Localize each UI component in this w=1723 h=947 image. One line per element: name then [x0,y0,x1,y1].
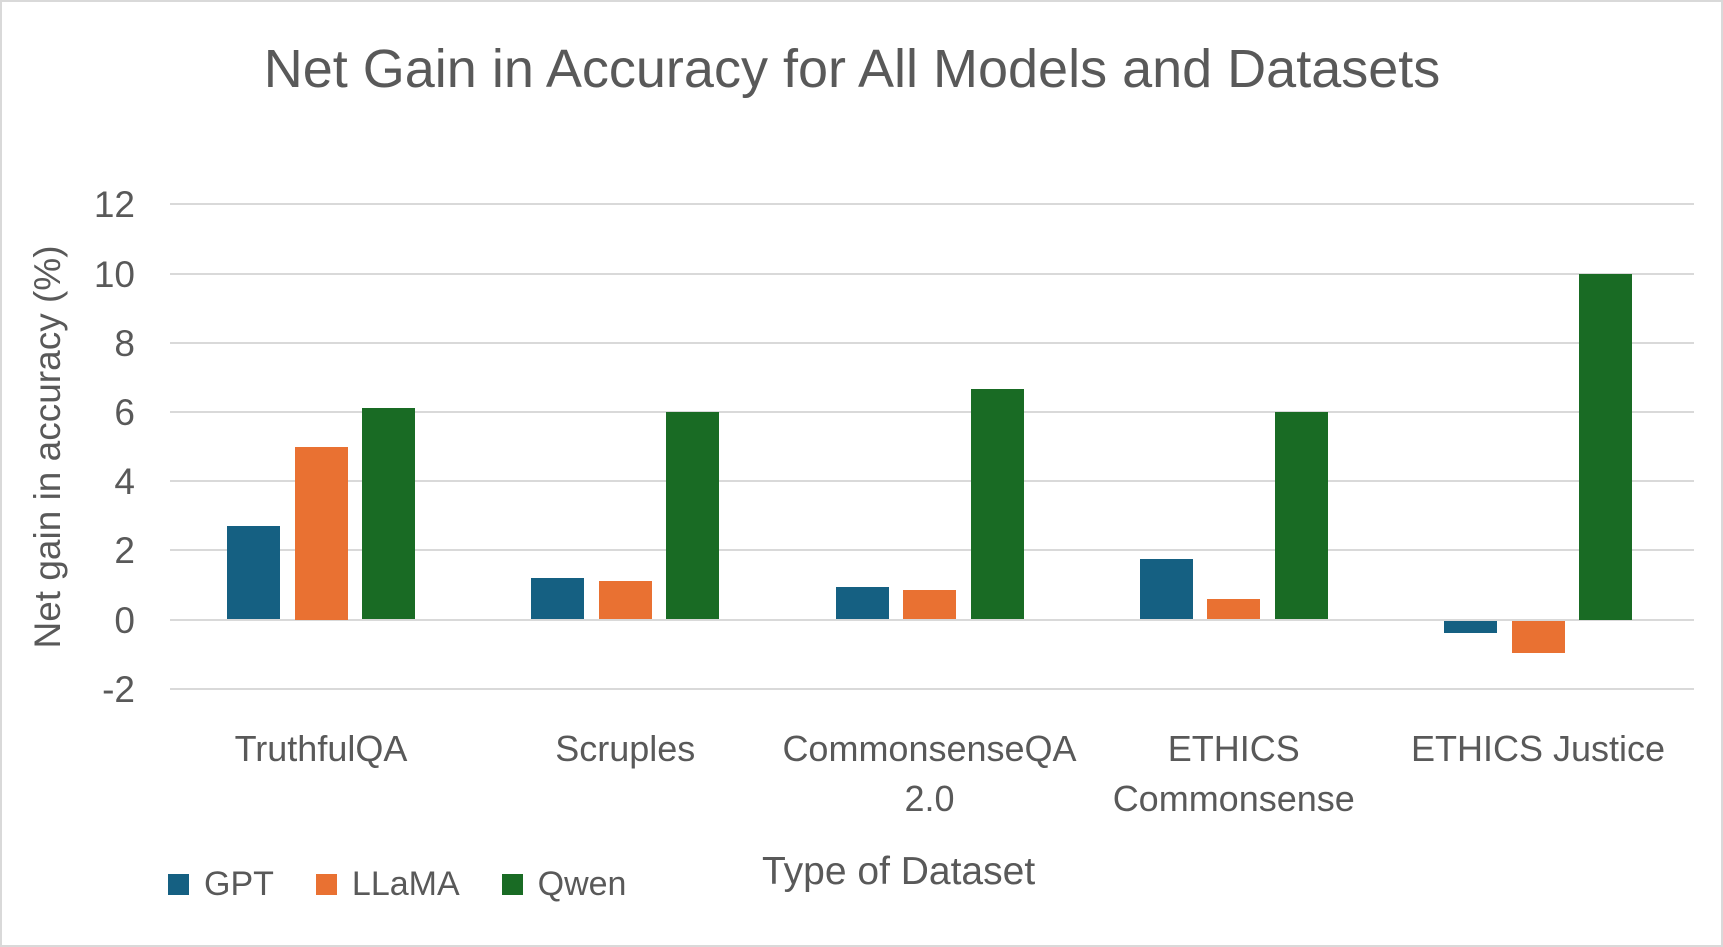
y-tick-label: 4 [114,461,135,503]
gridline [170,272,1694,275]
bar-gpt-4 [1139,558,1193,620]
legend-label: Qwen [537,865,627,903]
y-tick-label: 6 [114,391,135,433]
legend: GPT LLaMA Qwen [168,864,626,904]
gridline [170,480,1694,483]
legend-item-qwen: Qwen [501,864,627,904]
x-category-label: Scruples [555,728,696,769]
x-axis-title: Type of Dataset [762,850,1036,893]
bar-llama-4 [1207,598,1261,620]
y-tick-label: 12 [93,184,135,226]
x-category-label: TruthfulQA [234,728,408,769]
y-tick-label: -2 [102,668,135,710]
gridline [170,618,1694,621]
bar-gpt-1 [227,526,280,620]
x-category-label: ETHICS Justice [1410,728,1666,769]
bar-llama-2 [598,581,652,620]
bar-qwen-3 [970,389,1024,620]
bar-llama-3 [903,590,956,620]
bar-qwen-5 [1579,273,1632,620]
bar-qwen-1 [362,408,415,620]
bar-llama-5 [1511,620,1565,654]
gridline [170,687,1694,690]
y-tick-label: 0 [114,599,135,641]
bar-qwen-4 [1274,411,1328,620]
gridline [170,203,1694,206]
gridline [170,549,1694,552]
legend-item-gpt: GPT [168,864,274,904]
bar-gpt-5 [1444,620,1497,633]
chart-title: Net Gain in Accuracy for All Models and … [263,39,1441,99]
legend-swatch-gpt [168,873,189,895]
x-category-label: ETHICS Commonsense [1112,728,1355,819]
bar-gpt-3 [835,586,889,620]
y-tick-label: 10 [93,253,135,295]
y-axis-title: Net gain in accuracy (%) [27,245,68,649]
legend-label: GPT [204,865,274,903]
legend-swatch-llama [315,873,337,895]
bar-qwen-2 [666,411,720,620]
bar-llama-1 [294,446,348,620]
gridline [170,410,1694,413]
x-category-label: CommonsenseQA 2.0 [782,728,1077,819]
y-tick-label: 8 [114,322,135,364]
legend-label: LLaMA [351,865,460,903]
gridline [170,341,1694,344]
legend-item-llama: LLaMA [315,864,460,904]
y-tick-label: 2 [114,530,135,572]
legend-swatch-qwen [501,873,523,895]
bar-gpt-2 [531,577,585,620]
